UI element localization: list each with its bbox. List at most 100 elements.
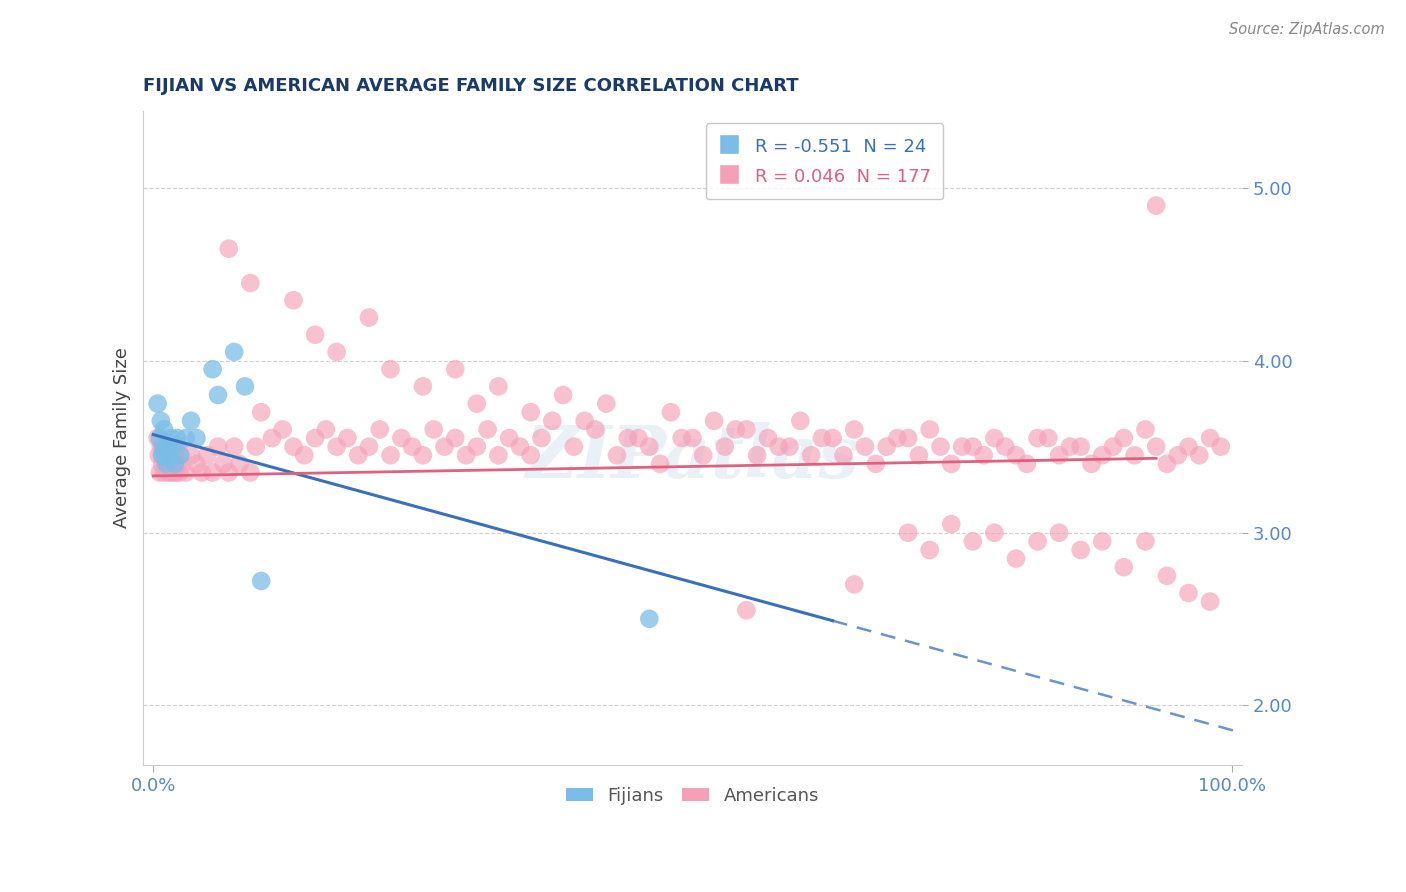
Point xyxy=(357,440,380,454)
Point xyxy=(218,466,240,480)
Point xyxy=(1112,431,1135,445)
Point xyxy=(1188,448,1211,462)
Point xyxy=(941,457,963,471)
Point xyxy=(498,431,520,445)
Point xyxy=(1112,560,1135,574)
Point xyxy=(950,440,973,454)
Point xyxy=(897,525,920,540)
Point xyxy=(444,431,467,445)
Text: FIJIAN VS AMERICAN AVERAGE FAMILY SIZE CORRELATION CHART: FIJIAN VS AMERICAN AVERAGE FAMILY SIZE C… xyxy=(142,78,799,95)
Point xyxy=(422,422,444,436)
Point xyxy=(908,448,931,462)
Point xyxy=(212,457,235,471)
Point xyxy=(191,466,214,480)
Point xyxy=(1080,457,1102,471)
Point xyxy=(595,396,617,410)
Point xyxy=(627,431,650,445)
Point xyxy=(149,414,172,428)
Point xyxy=(541,414,564,428)
Point xyxy=(747,448,769,462)
Point xyxy=(638,440,661,454)
Point xyxy=(519,448,541,462)
Point xyxy=(162,457,184,471)
Point xyxy=(156,448,179,462)
Point xyxy=(811,431,834,445)
Point xyxy=(962,534,984,549)
Point xyxy=(146,431,169,445)
Point xyxy=(166,440,188,454)
Point xyxy=(821,431,844,445)
Point xyxy=(195,448,218,462)
Point xyxy=(1199,594,1222,608)
Point xyxy=(155,457,177,471)
Point xyxy=(260,431,283,445)
Point xyxy=(148,448,170,462)
Point xyxy=(153,422,176,436)
Point xyxy=(1156,569,1178,583)
Point xyxy=(169,448,191,462)
Point xyxy=(551,388,574,402)
Point xyxy=(703,414,725,428)
Point xyxy=(973,448,995,462)
Point xyxy=(186,457,208,471)
Point xyxy=(929,440,952,454)
Point xyxy=(574,414,596,428)
Point xyxy=(228,457,250,471)
Point xyxy=(155,457,177,471)
Point xyxy=(756,431,779,445)
Point xyxy=(174,466,197,480)
Point xyxy=(368,422,391,436)
Point xyxy=(167,457,190,471)
Point xyxy=(315,422,337,436)
Text: Source: ZipAtlas.com: Source: ZipAtlas.com xyxy=(1229,22,1385,37)
Point xyxy=(983,431,1005,445)
Point xyxy=(606,448,628,462)
Point xyxy=(186,431,208,445)
Point xyxy=(389,431,412,445)
Point xyxy=(233,379,256,393)
Point xyxy=(163,448,186,462)
Point xyxy=(477,422,499,436)
Point xyxy=(159,431,181,445)
Point xyxy=(1005,448,1028,462)
Point xyxy=(1091,448,1114,462)
Point xyxy=(918,543,941,558)
Point xyxy=(454,448,477,462)
Point xyxy=(486,379,509,393)
Point xyxy=(380,362,402,376)
Point xyxy=(325,440,347,454)
Point xyxy=(357,310,380,325)
Point xyxy=(800,448,823,462)
Point xyxy=(1156,457,1178,471)
Point xyxy=(336,431,359,445)
Point xyxy=(167,466,190,480)
Point xyxy=(157,466,180,480)
Point xyxy=(853,440,876,454)
Point xyxy=(789,414,811,428)
Point xyxy=(304,327,326,342)
Point xyxy=(509,440,531,454)
Point xyxy=(169,448,191,462)
Point xyxy=(638,612,661,626)
Point xyxy=(1102,440,1125,454)
Point xyxy=(1135,422,1157,436)
Point xyxy=(918,422,941,436)
Point xyxy=(994,440,1017,454)
Point xyxy=(897,431,920,445)
Point xyxy=(380,448,402,462)
Point xyxy=(159,466,181,480)
Point xyxy=(283,293,305,308)
Point xyxy=(162,440,184,454)
Point xyxy=(1026,534,1049,549)
Point xyxy=(983,525,1005,540)
Point xyxy=(671,431,693,445)
Point xyxy=(160,440,183,454)
Point xyxy=(779,440,801,454)
Point xyxy=(1047,448,1070,462)
Point xyxy=(650,457,672,471)
Point xyxy=(149,431,172,445)
Point xyxy=(659,405,682,419)
Point xyxy=(519,405,541,419)
Point xyxy=(844,577,866,591)
Point xyxy=(1144,198,1167,212)
